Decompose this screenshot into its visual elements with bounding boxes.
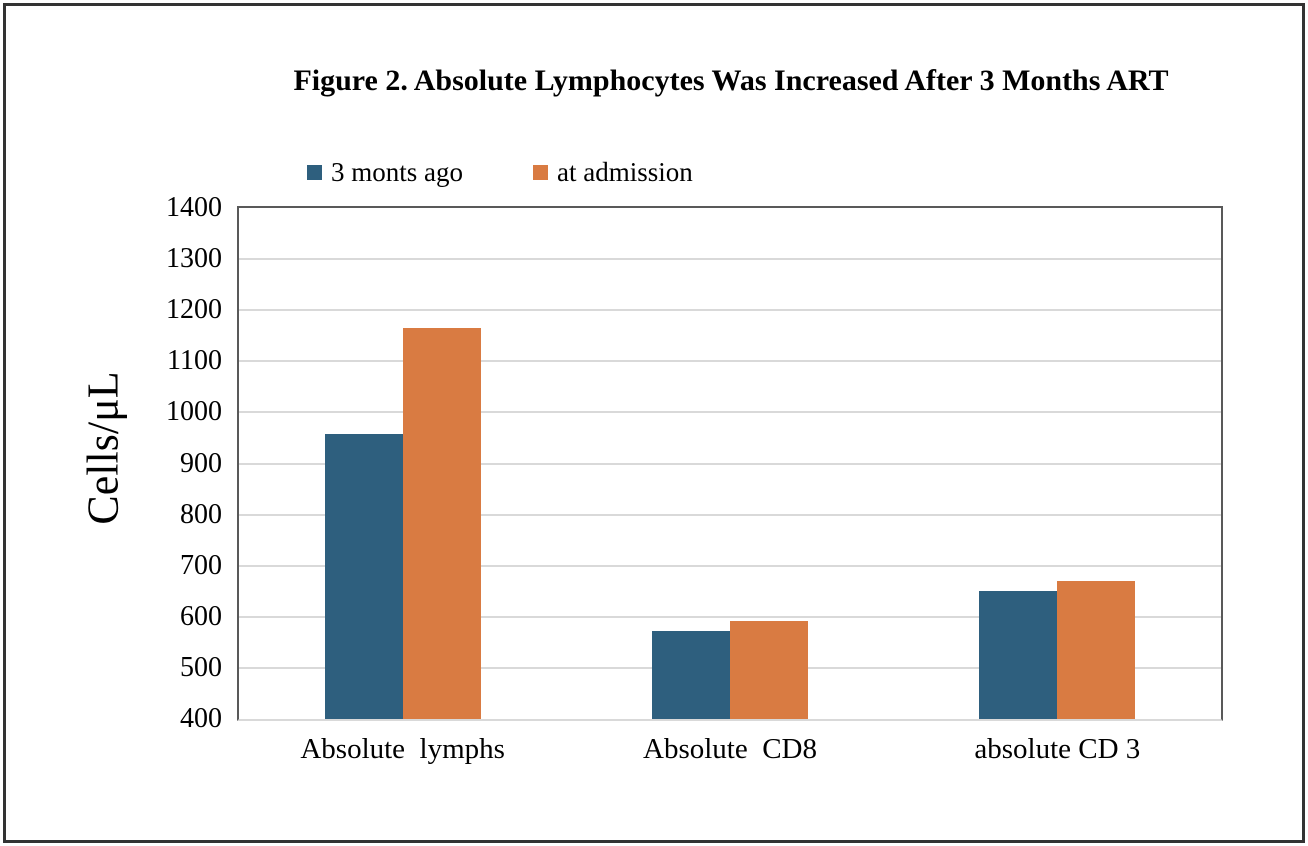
y-tick-label: 1300 xyxy=(166,243,222,275)
gridline xyxy=(239,411,1221,414)
chart-title: Figure 2. Absolute Lymphocytes Was Incre… xyxy=(293,64,1169,97)
gridline xyxy=(239,309,1221,312)
gridline xyxy=(239,360,1221,363)
bar-series0-cat0 xyxy=(324,433,403,719)
bar-series1-cat2 xyxy=(1057,581,1136,719)
category-label: Absolute CD8 xyxy=(643,733,817,765)
gridline xyxy=(239,258,1221,261)
y-tick-label: 700 xyxy=(180,549,222,581)
y-tick-label: 500 xyxy=(180,651,222,683)
legend-label-3-monts-ago: 3 monts ago xyxy=(331,156,463,187)
bar-series0-cat1 xyxy=(652,630,730,719)
category-label: absolute CD 3 xyxy=(974,733,1141,765)
y-tick-label: 800 xyxy=(180,498,222,530)
bar-series0-cat2 xyxy=(979,590,1058,719)
legend-item-3-monts-ago: 3 monts ago xyxy=(307,157,463,187)
gridline xyxy=(239,564,1221,567)
y-tick-label: 1400 xyxy=(166,192,222,223)
y-tick-label: 600 xyxy=(180,600,222,632)
plot-area xyxy=(237,206,1223,721)
gridline xyxy=(239,462,1221,465)
bar-series1-cat1 xyxy=(730,620,808,719)
legend-item-at-admission: at admission xyxy=(533,157,693,187)
gridline xyxy=(239,615,1221,618)
y-tick-label: 1100 xyxy=(167,345,222,377)
y-tick-label: 1000 xyxy=(166,396,222,428)
y-tick-label: 400 xyxy=(180,703,222,734)
legend-swatch-3-monts-ago-icon xyxy=(307,164,322,180)
category-label: Absolute lymphs xyxy=(300,733,505,765)
y-tick-label: 900 xyxy=(180,447,222,479)
legend-label-at-admission: at admission xyxy=(557,156,693,187)
legend-swatch-at-admission-icon xyxy=(533,164,548,180)
gridline xyxy=(239,513,1221,516)
y-tick-label: 1200 xyxy=(166,294,222,326)
bar-series1-cat0 xyxy=(402,328,481,719)
